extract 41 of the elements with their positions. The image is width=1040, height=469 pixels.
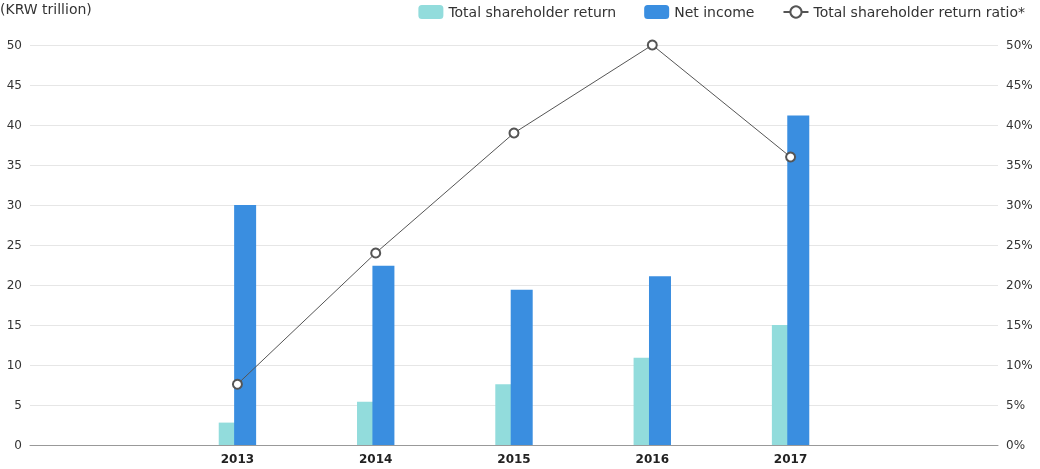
y-tick-label: 25 (6, 238, 22, 252)
bar (234, 205, 257, 445)
y-tick-label: 20 (6, 278, 22, 292)
y-tick-label: 0 (14, 438, 22, 452)
legend-label: Total shareholder return ratio* (812, 4, 1026, 20)
bar (510, 289, 533, 445)
legend-label: Total shareholder return (447, 4, 617, 20)
y-tick-label: 50 (6, 38, 22, 52)
y-axis-title: (KRW trillion) (0, 1, 92, 17)
y2-tick-label: 10% (1006, 358, 1033, 372)
y2-tick-label: 45% (1006, 78, 1033, 92)
point (370, 247, 382, 259)
y-tick-label: 15 (6, 318, 22, 332)
y-tick-label: 30 (6, 198, 22, 212)
y-tick-label: 10 (6, 358, 22, 372)
legend-label: Net income (674, 4, 755, 20)
y-tick-label: 45 (6, 78, 22, 92)
bar (372, 265, 395, 445)
y-tick-label: 5 (14, 398, 22, 412)
y2-tick-label: 50% (1006, 38, 1033, 52)
point (785, 151, 797, 163)
x-tick-label: 2017 (773, 452, 808, 466)
y2-tick-label: 25% (1006, 238, 1033, 252)
y2-tick-label: 20% (1006, 278, 1033, 292)
x-tick-label: 2014 (359, 452, 393, 466)
bar (787, 115, 810, 445)
point (508, 127, 520, 139)
y2-tick-label: 5% (1006, 398, 1026, 412)
y-tick-label: 40 (6, 118, 22, 132)
x-tick-label: 2016 (635, 452, 669, 466)
y-tick-label: 35 (6, 158, 22, 172)
point (646, 39, 658, 51)
y2-tick-label: 40% (1006, 118, 1033, 132)
y2-tick-label: 15% (1006, 318, 1033, 332)
x-tick-label: 2013 (220, 452, 255, 466)
y2-tick-label: 35% (1006, 158, 1033, 172)
x-tick-label: 2015 (497, 452, 531, 466)
bar (648, 276, 671, 445)
y2-tick-label: 0% (1006, 438, 1026, 452)
y2-tick-label: 30% (1006, 198, 1033, 212)
point (231, 378, 243, 390)
